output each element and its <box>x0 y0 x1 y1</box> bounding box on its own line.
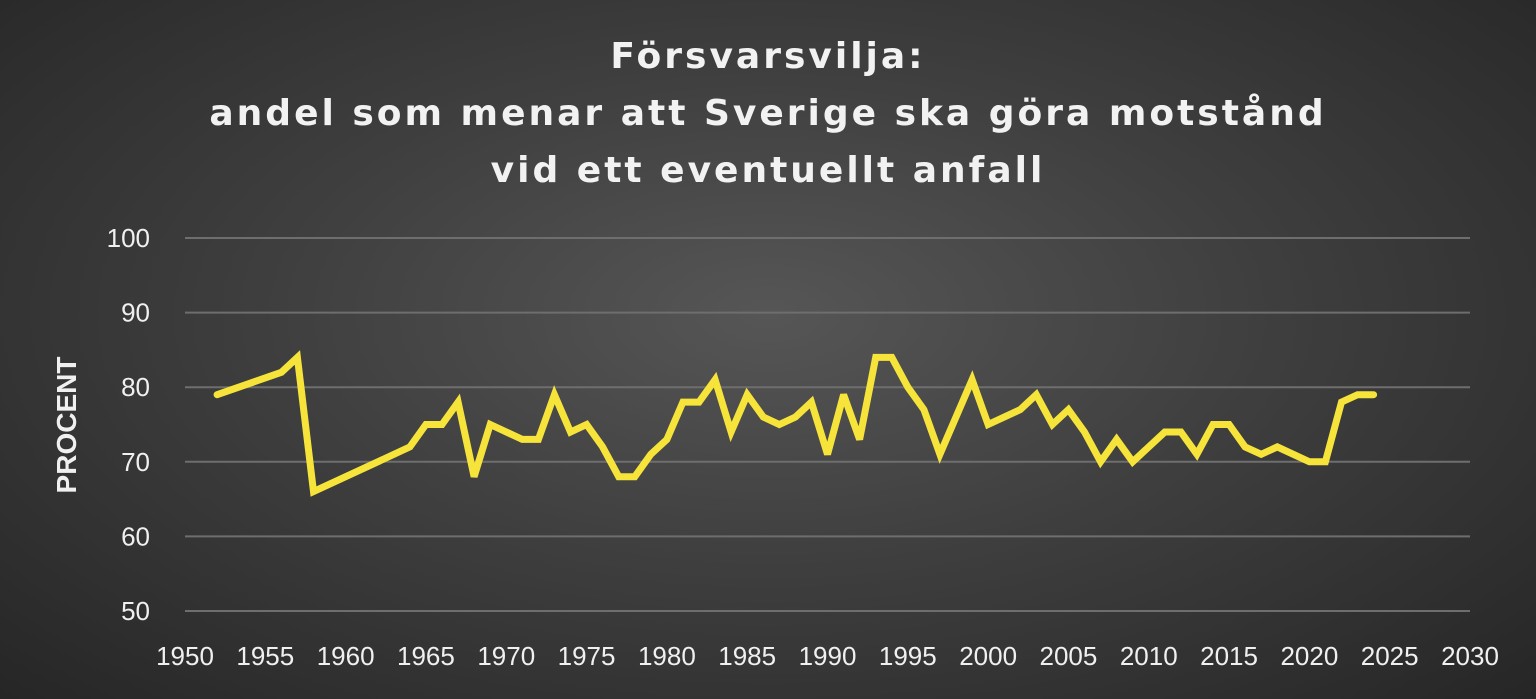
x-tick-label: 1965 <box>397 641 455 671</box>
chart-title-line-3: vid ett eventuellt anfall <box>490 150 1046 191</box>
series-layer <box>213 350 1378 497</box>
x-tick-label: 2020 <box>1280 641 1338 671</box>
x-tick-label: 1970 <box>477 641 535 671</box>
x-tick-label: 2030 <box>1441 641 1499 671</box>
y-tick-label: 60 <box>121 521 150 551</box>
chart-title: Försvarsvilja: andel som menar att Sveri… <box>0 28 1536 199</box>
x-tick-label: 1990 <box>799 641 857 671</box>
y-axis-ticks: 50 60 70 80 90 100 <box>107 223 150 626</box>
x-tick-label: 2015 <box>1200 641 1258 671</box>
x-tick-label: 2005 <box>1040 641 1098 671</box>
x-tick-label: 1960 <box>317 641 375 671</box>
x-tick-label: 2025 <box>1361 641 1419 671</box>
y-tick-label: 80 <box>121 372 150 402</box>
x-axis-ticks: 1950 1955 1960 1965 1970 1975 1980 1985 1990 1995… <box>156 641 1499 671</box>
chart-title-line-2: andel som menar att Sverige ska göra mot… <box>209 93 1327 134</box>
series-line-0 <box>213 350 1378 497</box>
y-axis-label: PROCENT <box>51 357 82 494</box>
chart-title-line-1: Försvarsvilja: <box>610 36 926 77</box>
y-tick-label: 70 <box>121 447 150 477</box>
gridlines <box>185 237 1470 612</box>
x-tick-label: 1975 <box>558 641 616 671</box>
y-tick-label: 90 <box>121 298 150 328</box>
y-tick-label: 50 <box>121 596 150 626</box>
x-tick-label: 1955 <box>236 641 294 671</box>
x-tick-label: 2010 <box>1120 641 1178 671</box>
x-tick-label: 1950 <box>156 641 214 671</box>
x-tick-label: 1980 <box>638 641 696 671</box>
x-tick-label: 1995 <box>879 641 937 671</box>
x-tick-label: 2000 <box>959 641 1017 671</box>
y-tick-label: 100 <box>107 223 150 253</box>
x-tick-label: 1985 <box>718 641 776 671</box>
